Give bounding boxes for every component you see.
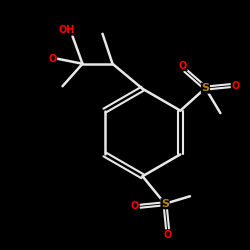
Text: OH: OH	[58, 25, 74, 35]
Text: O: O	[231, 80, 239, 90]
Text: S: S	[202, 83, 209, 93]
Text: O: O	[179, 60, 187, 70]
Text: O: O	[163, 230, 172, 240]
Text: O: O	[131, 201, 139, 211]
Text: O: O	[48, 54, 56, 64]
Text: S: S	[161, 199, 169, 209]
